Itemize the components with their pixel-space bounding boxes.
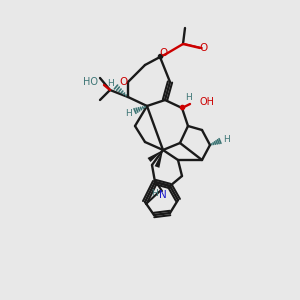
Text: O: O bbox=[119, 77, 127, 87]
Text: H: H bbox=[106, 79, 113, 88]
Text: O: O bbox=[160, 48, 168, 58]
Text: HO: HO bbox=[83, 77, 98, 87]
Text: H: H bbox=[151, 188, 158, 197]
Text: H: H bbox=[126, 109, 132, 118]
Polygon shape bbox=[148, 150, 163, 162]
Text: OH: OH bbox=[200, 97, 215, 107]
Text: H: H bbox=[224, 136, 230, 145]
Text: N: N bbox=[159, 190, 167, 200]
Text: H: H bbox=[184, 94, 191, 103]
Text: O: O bbox=[200, 43, 208, 53]
Polygon shape bbox=[154, 150, 163, 168]
